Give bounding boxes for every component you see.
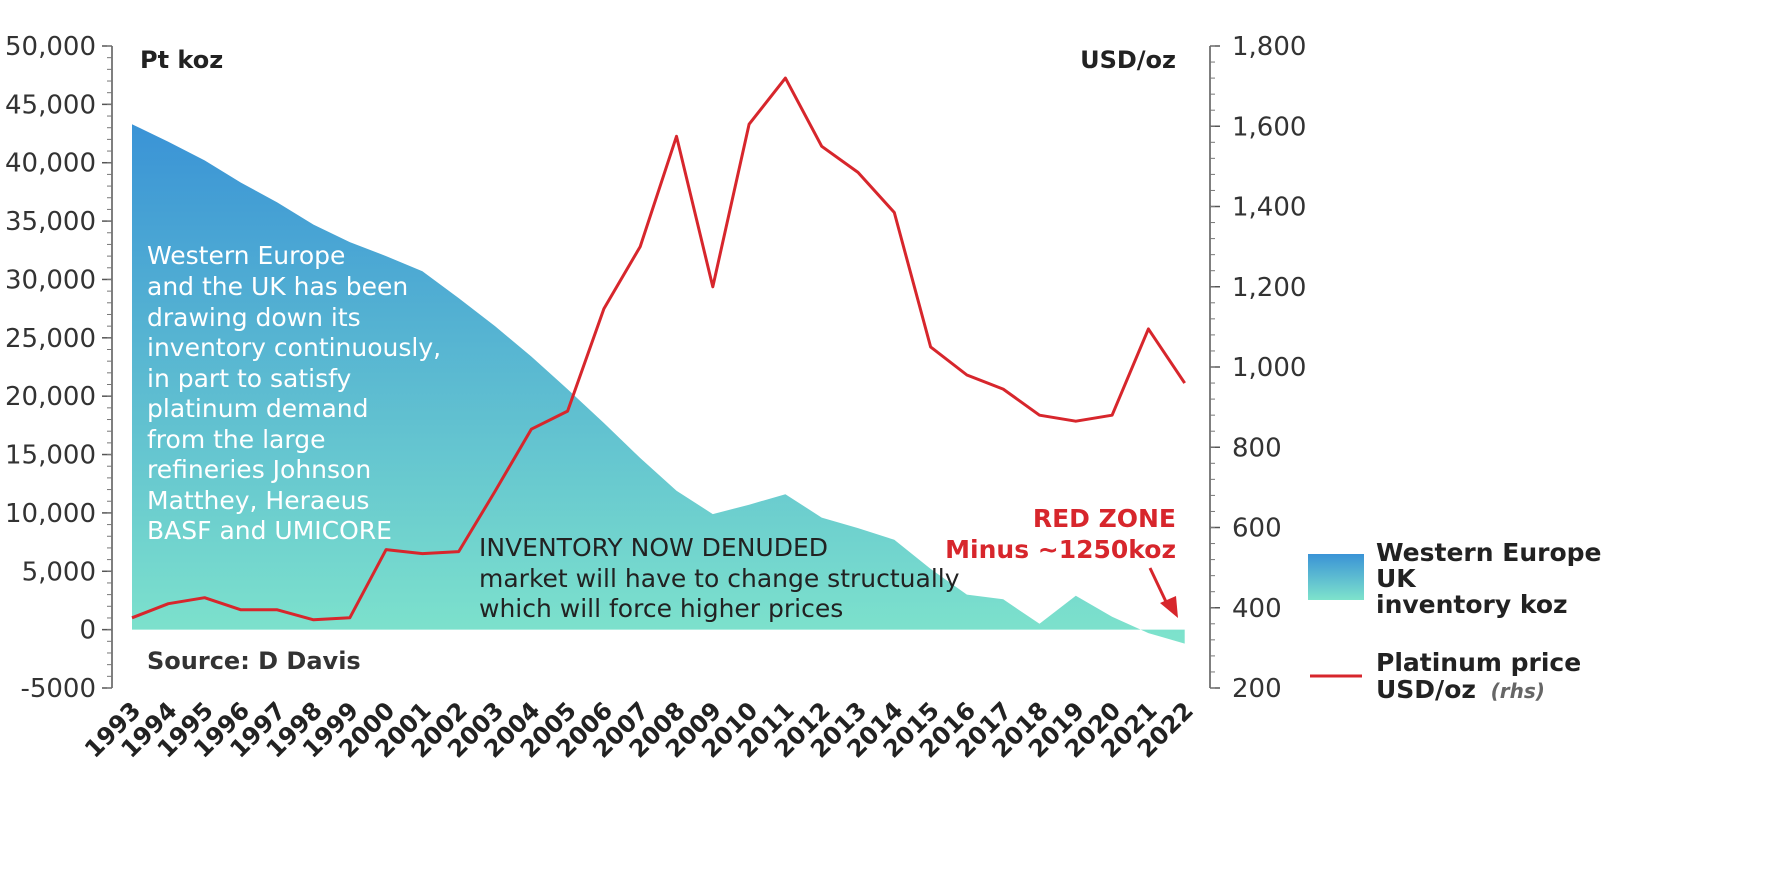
- legend-area-label: inventory koz: [1376, 590, 1568, 619]
- red-zone-arrow-head: [1160, 596, 1178, 618]
- denuded-note: INVENTORY NOW DENUDED market will have t…: [479, 533, 960, 623]
- right-axis-tick-label: 200: [1232, 674, 1282, 704]
- legend-area-label: Western Europe: [1376, 538, 1602, 567]
- platinum-price-line: [131, 76, 1186, 622]
- right-axis-unit-label: USD/oz: [1080, 46, 1176, 74]
- red-zone-title: RED ZONE: [1033, 504, 1176, 533]
- right-axis-tick-label: 1,600: [1232, 112, 1306, 142]
- red-zone-annotation: RED ZONE Minus ~1250koz: [945, 504, 1178, 618]
- legend: Western Europe UK inventory koz Platinum…: [1308, 538, 1602, 704]
- left-axis-tick-label: -5000: [20, 674, 96, 704]
- left-axis-tick-label: 5,000: [22, 557, 96, 587]
- left-axis-tick-label: 0: [79, 616, 96, 646]
- inventory-area-series: [132, 124, 1185, 644]
- plot-area: [131, 76, 1186, 644]
- right-axis-tick-label: 1,000: [1232, 353, 1306, 383]
- right-axis-tick-label: 600: [1232, 514, 1282, 544]
- right-axis-tick-label: 400: [1232, 594, 1282, 624]
- legend-line-unit-note: (rhs): [1491, 679, 1545, 703]
- left-axis-tick-label: 45,000: [5, 90, 96, 120]
- note-line: from the large: [147, 425, 325, 454]
- legend-line-unit-row: USD/oz (rhs): [1376, 675, 1545, 704]
- left-axis-tick-label: 25,000: [5, 324, 96, 354]
- note-line: Western Europe: [147, 241, 345, 270]
- left-axis-tick-label: 20,000: [5, 382, 96, 412]
- denuded-line: which will force higher prices: [479, 594, 843, 623]
- left-axis-tick-label: 35,000: [5, 207, 96, 237]
- right-axis-tick-label: 800: [1232, 433, 1282, 463]
- legend-area-label: UK: [1376, 564, 1417, 593]
- source-label: Source: D Davis: [147, 647, 361, 675]
- left-axis-tick-label: 50,000: [5, 32, 96, 62]
- axes: [102, 45, 1220, 689]
- legend-line-unit: USD/oz: [1376, 675, 1476, 704]
- note-line: platinum demand: [147, 394, 369, 423]
- left-axis-tick-label: 10,000: [5, 499, 96, 529]
- note-line: and the UK has been: [147, 272, 408, 301]
- note-line: in part to satisfy: [147, 364, 351, 393]
- note-line: drawing down its: [147, 303, 361, 332]
- note-line: Matthey, Heraeus: [147, 486, 369, 515]
- left-axis-tick-label: 40,000: [5, 149, 96, 179]
- left-axis-unit-label: Pt koz: [140, 46, 223, 74]
- right-axis-tick-label: 1,400: [1232, 193, 1306, 223]
- red-zone-subtitle: Minus ~1250koz: [945, 535, 1176, 564]
- right-axis-tick-label: 1,200: [1232, 273, 1306, 303]
- inventory-note: Western Europe and the UK has been drawi…: [147, 241, 441, 545]
- denuded-title: INVENTORY NOW DENUDED: [479, 533, 828, 562]
- legend-area-swatch: [1308, 554, 1364, 600]
- legend-line-label: Platinum price: [1376, 648, 1581, 677]
- right-axis-tick-label: 1,800: [1232, 32, 1306, 62]
- left-axis-tick-label: 30,000: [5, 265, 96, 295]
- note-line: inventory continuously,: [147, 333, 441, 362]
- red-zone-arrow-shaft: [1148, 567, 1170, 607]
- denuded-line: market will have to change structually: [479, 564, 960, 593]
- note-line: refineries Johnson: [147, 455, 371, 484]
- left-axis-tick-label: 15,000: [5, 441, 96, 471]
- note-line: BASF and UMICORE: [147, 516, 392, 545]
